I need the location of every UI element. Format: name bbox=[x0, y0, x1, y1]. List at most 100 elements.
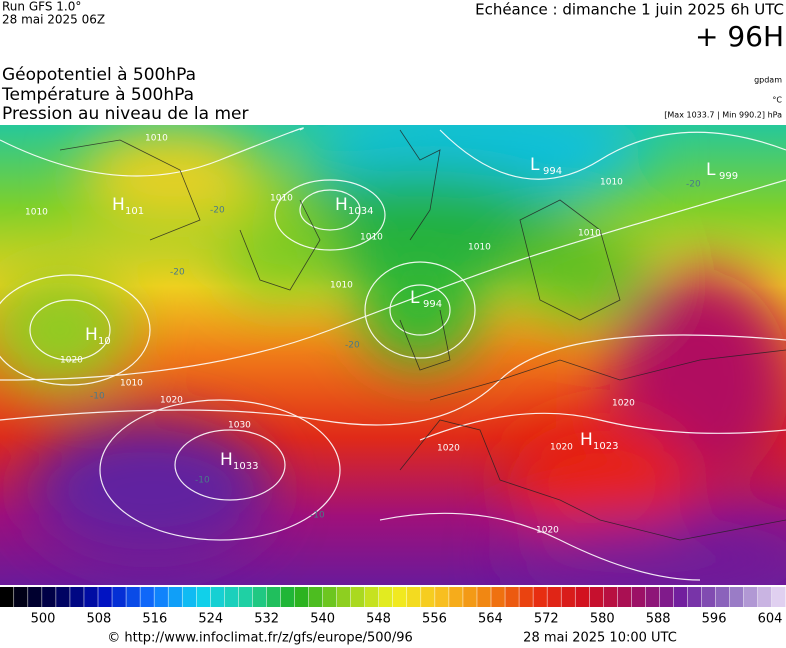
isobar-label: 1010 bbox=[145, 134, 168, 144]
center-value: 10 bbox=[98, 336, 111, 347]
colorbar-swatch bbox=[308, 587, 323, 607]
colorbar-label: 596 bbox=[702, 612, 727, 627]
center-letter: H bbox=[335, 195, 348, 215]
colorbar-swatch bbox=[631, 587, 646, 607]
pressure-range: [Max 1033.7 | Min 990.2] hPa bbox=[664, 111, 782, 120]
colorbar-swatch bbox=[112, 587, 126, 607]
center-letter: H bbox=[85, 325, 98, 345]
footer-date: 28 mai 2025 10:00 UTC bbox=[523, 631, 677, 646]
run-date: 28 mai 2025 06Z bbox=[2, 13, 105, 27]
isobar-label: 1020 bbox=[60, 356, 83, 366]
colorbar-swatch bbox=[673, 587, 688, 607]
layer: Température à 500hPa bbox=[1, 85, 194, 105]
colorbar-label: 604 bbox=[758, 612, 783, 627]
colorbar-swatch bbox=[449, 587, 463, 607]
colorbar-swatch bbox=[168, 587, 182, 607]
colorbar-swatch bbox=[140, 587, 154, 607]
colorbar-swatch bbox=[28, 587, 42, 607]
isobar-label: 1020 bbox=[437, 444, 460, 454]
lead-time: + 96H bbox=[695, 20, 784, 53]
isobar-label: 1010 bbox=[25, 208, 48, 218]
colorbar-swatch bbox=[336, 587, 351, 607]
center-value: 1023 bbox=[593, 441, 618, 452]
colorbar-swatch bbox=[421, 587, 435, 607]
colorbar-swatch bbox=[393, 587, 407, 607]
temp-label: -10 bbox=[90, 392, 105, 402]
colorbar-swatch bbox=[603, 587, 618, 607]
colorbar-swatch bbox=[519, 587, 533, 607]
colorbar-swatch bbox=[84, 587, 98, 607]
center-value: 999 bbox=[719, 171, 738, 182]
colorbar-swatch bbox=[477, 587, 491, 607]
colorbar-swatch bbox=[182, 587, 196, 607]
colorbar-swatch bbox=[238, 587, 253, 607]
colorbar-swatch bbox=[364, 587, 379, 607]
colorbar-swatch bbox=[70, 587, 84, 607]
unit: gpdam bbox=[754, 76, 782, 85]
isobar-label: 1010 bbox=[330, 281, 353, 291]
colorbar-swatch bbox=[224, 587, 239, 607]
colorbar-swatch bbox=[294, 587, 309, 607]
colorbar-label: 508 bbox=[87, 612, 112, 627]
temp-label: -10 bbox=[195, 476, 210, 486]
temp-label: -20 bbox=[170, 268, 185, 278]
colorbar-swatch bbox=[463, 587, 477, 607]
colorbar-swatch bbox=[435, 587, 449, 607]
center-letter: H bbox=[220, 450, 233, 470]
colorbar-swatch bbox=[687, 587, 702, 607]
colorbar-label: 580 bbox=[590, 612, 615, 627]
center-letter: L bbox=[706, 160, 716, 180]
colorbar-label: 516 bbox=[142, 612, 167, 627]
colorbar-label: 524 bbox=[198, 612, 223, 627]
isobar-label: 1010 bbox=[120, 379, 143, 389]
colorbar-swatch bbox=[715, 587, 730, 607]
colorbar-swatch bbox=[771, 587, 786, 607]
colorbar-swatch bbox=[210, 587, 225, 607]
colorbar-swatch bbox=[575, 587, 589, 607]
isobar-label: 1010 bbox=[360, 233, 383, 243]
colorbar-swatch bbox=[533, 587, 547, 607]
colorbar-swatch bbox=[505, 587, 519, 607]
colorbar-swatch bbox=[154, 587, 168, 607]
colorbar-label: 572 bbox=[534, 612, 559, 627]
isobar-label: 1020 bbox=[536, 526, 559, 536]
colorbar-swatch bbox=[589, 587, 604, 607]
colorbar-label: 540 bbox=[310, 612, 335, 627]
temp-label: -10 bbox=[310, 511, 325, 521]
temp-label: -20 bbox=[686, 180, 701, 190]
colorbar-swatch bbox=[729, 587, 744, 607]
colorbar-label: 548 bbox=[366, 612, 391, 627]
colorbar-swatch bbox=[14, 587, 28, 607]
colorbar-swatch bbox=[378, 587, 393, 607]
colorbar-swatch bbox=[280, 587, 295, 607]
colorbar-swatch bbox=[0, 587, 14, 607]
center-letter: L bbox=[410, 288, 420, 308]
isobar-label: 1010 bbox=[270, 194, 293, 204]
isobar-label: 1010 bbox=[578, 229, 601, 239]
isobar-label: 1020 bbox=[550, 443, 573, 453]
colorbar-swatch bbox=[659, 587, 674, 607]
center-value: 101 bbox=[125, 206, 144, 217]
colorbar-swatch bbox=[196, 587, 211, 607]
colorbar-swatch bbox=[617, 587, 632, 607]
colorbar-swatch bbox=[407, 587, 421, 607]
colorbar-label: 556 bbox=[422, 612, 447, 627]
temp-label: -20 bbox=[345, 341, 360, 351]
colorbar-swatch bbox=[743, 587, 758, 607]
colorbar-swatch bbox=[350, 587, 365, 607]
layer: Géopotentiel à 500hPa bbox=[2, 65, 196, 85]
echeance: Echéance : dimanche 1 juin 2025 6h UTC bbox=[475, 1, 784, 19]
center-value: 994 bbox=[423, 299, 442, 310]
center-letter: L bbox=[530, 155, 540, 175]
run: Run GFS 1.0° bbox=[2, 0, 81, 14]
isobar-label: 1010 bbox=[600, 178, 623, 188]
colorbar-label: 532 bbox=[254, 612, 279, 627]
isobar-label: 1010 bbox=[468, 243, 491, 253]
colorbar-swatch bbox=[322, 587, 337, 607]
colorbar-label: 500 bbox=[31, 612, 56, 627]
center-letter: H bbox=[112, 195, 125, 215]
colorbar-swatch bbox=[757, 587, 772, 607]
isobar-label: 1030 bbox=[228, 421, 251, 431]
